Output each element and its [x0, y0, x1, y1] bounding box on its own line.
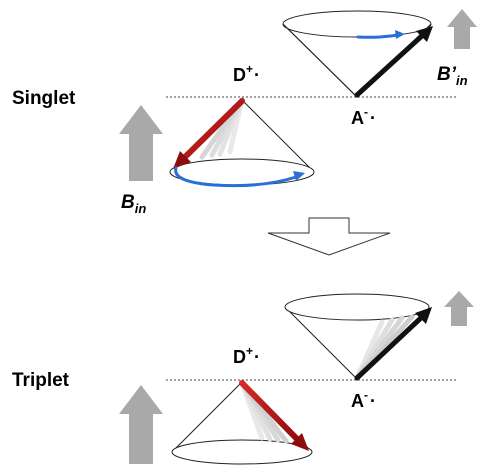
singlet-acceptor-cone: [282, 10, 432, 98]
triplet-donor-label: D+·: [233, 344, 260, 367]
singlet-panel: Singlet B’in A- · D+· Bin: [12, 9, 477, 216]
acceptor-cone-base: [284, 293, 430, 321]
transition-arrow-icon: [267, 217, 391, 256]
singlet-field-prime-arrow: [447, 9, 477, 49]
singlet-donor-label: D+·: [233, 62, 260, 85]
triplet-field-prime-arrow: [444, 291, 474, 326]
triplet-field-in-arrow: [119, 385, 163, 464]
triplet-panel: Triplet A- · D+·: [12, 291, 474, 465]
triplet-donor-spin-arrow: [239, 380, 309, 451]
triplet-acceptor-spin-arrow: [354, 307, 432, 381]
triplet-donor-cone: [171, 381, 313, 465]
singlet-donor-cone: [169, 99, 315, 186]
singlet-field-in-arrow: [119, 105, 163, 181]
triplet-acceptor-cone: [284, 293, 430, 380]
singlet-acceptor-precession-arrow: [356, 30, 405, 39]
singlet-label: Singlet: [12, 88, 76, 109]
triplet-acceptor-label: A- ·: [351, 388, 376, 411]
singlet-field-in-label: Bin: [121, 192, 146, 216]
singlet-donor-spin-arrow: [173, 98, 245, 169]
donor-cone-base: [171, 439, 313, 465]
acceptor-cone-base: [282, 10, 432, 38]
singlet-donor-precession-arrow: [174, 166, 305, 188]
singlet-field-prime-label: B’in: [437, 64, 468, 88]
singlet-acceptor-label: A- ·: [351, 105, 376, 128]
triplet-label: Triplet: [12, 370, 70, 391]
singlet-acceptor-spin-arrow: [354, 26, 433, 98]
